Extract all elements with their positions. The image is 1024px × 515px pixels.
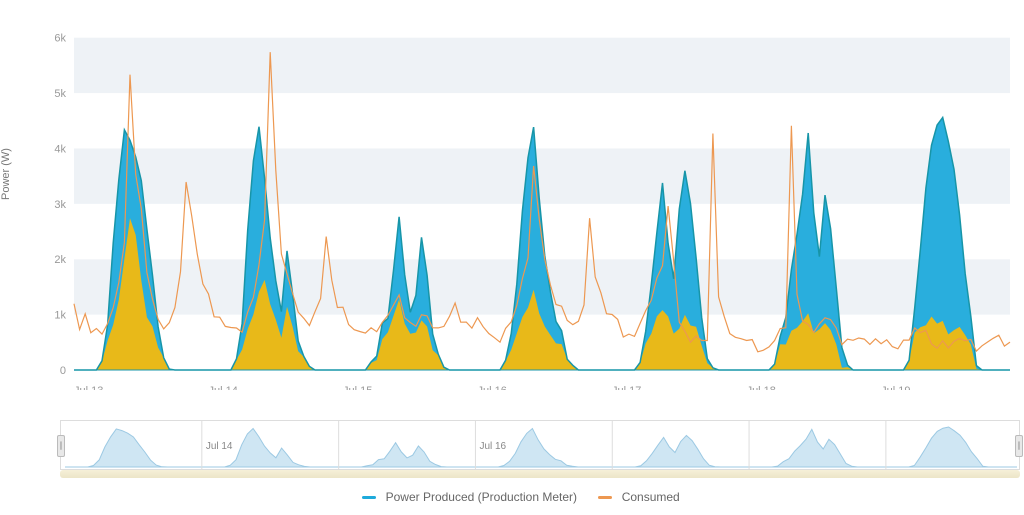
power-chart[interactable]: 0 1k 2k 3k 4k 5k 6k Jul 13 Jul 14 Jul 15 Jul 16 Jul…: [30, 10, 1014, 390]
svg-text:4k: 4k: [54, 143, 66, 155]
overview-chart: Jul 14 Jul 16: [61, 421, 1021, 471]
svg-text:2k: 2k: [54, 254, 66, 266]
svg-text:Jul 18: Jul 18: [747, 385, 776, 390]
svg-text:0: 0: [60, 365, 66, 377]
svg-text:Jul 19: Jul 19: [881, 385, 910, 390]
svg-text:Jul 14: Jul 14: [206, 441, 233, 452]
legend-swatch-consumed: [598, 496, 612, 499]
svg-text:Jul 16: Jul 16: [479, 441, 506, 452]
overview-panel[interactable]: Jul 14 Jul 16 ┃ ┃: [60, 420, 1020, 470]
svg-text:5k: 5k: [54, 88, 66, 100]
svg-text:6k: 6k: [54, 33, 66, 45]
overview-scrollbar[interactable]: [60, 470, 1020, 478]
legend-swatch-produced: [362, 496, 376, 499]
legend-label-consumed: Consumed: [622, 490, 680, 504]
legend: Power Produced (Production Meter) Consum…: [0, 490, 1024, 504]
svg-text:Jul 16: Jul 16: [478, 385, 507, 390]
range-handle-left[interactable]: ┃: [57, 435, 65, 457]
svg-text:Jul 14: Jul 14: [209, 385, 238, 390]
legend-label-produced: Power Produced (Production Meter): [386, 490, 577, 504]
svg-text:Jul 17: Jul 17: [612, 385, 641, 390]
svg-text:Jul 15: Jul 15: [343, 385, 372, 390]
svg-text:Jul 13: Jul 13: [74, 385, 103, 390]
y-axis-label: Power (W): [0, 148, 12, 200]
svg-text:1k: 1k: [54, 310, 66, 322]
svg-text:3k: 3k: [54, 199, 66, 211]
range-handle-right[interactable]: ┃: [1015, 435, 1023, 457]
